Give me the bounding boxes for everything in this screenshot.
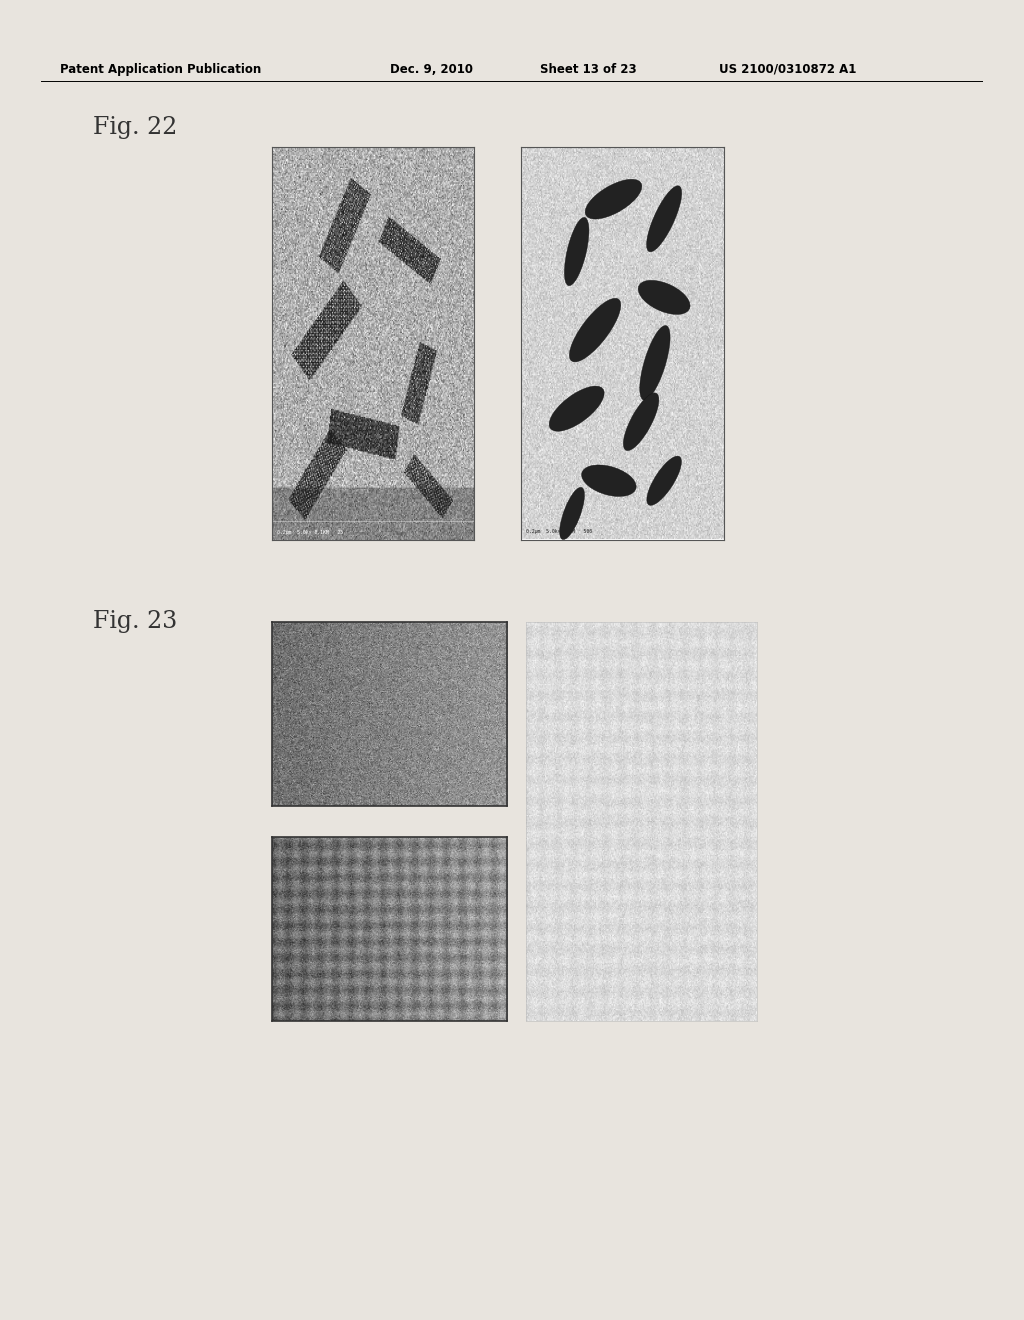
Ellipse shape: [647, 457, 681, 506]
Text: 0.2μm  5.0k× 0.1KM   25: 0.2μm 5.0k× 0.1KM 25: [276, 529, 343, 535]
Text: Fig. 22: Fig. 22: [93, 116, 177, 140]
Ellipse shape: [564, 218, 589, 285]
Ellipse shape: [646, 186, 682, 252]
Ellipse shape: [549, 385, 604, 432]
Ellipse shape: [569, 298, 621, 362]
Ellipse shape: [640, 326, 670, 400]
Ellipse shape: [638, 280, 690, 314]
Text: Dec. 9, 2010: Dec. 9, 2010: [389, 63, 472, 77]
Ellipse shape: [582, 465, 636, 496]
Text: US 2100/0310872 A1: US 2100/0310872 A1: [719, 63, 857, 77]
Text: Fig. 23: Fig. 23: [93, 610, 177, 634]
Ellipse shape: [585, 180, 642, 219]
Text: Patent Application Publication: Patent Application Publication: [59, 63, 261, 77]
Text: Sheet 13 of 23: Sheet 13 of 23: [541, 63, 637, 77]
Text: 0.2μm  5.0k× 1.1M   500: 0.2μm 5.0k× 1.1M 500: [526, 529, 592, 535]
Ellipse shape: [560, 487, 585, 540]
Ellipse shape: [624, 393, 658, 450]
